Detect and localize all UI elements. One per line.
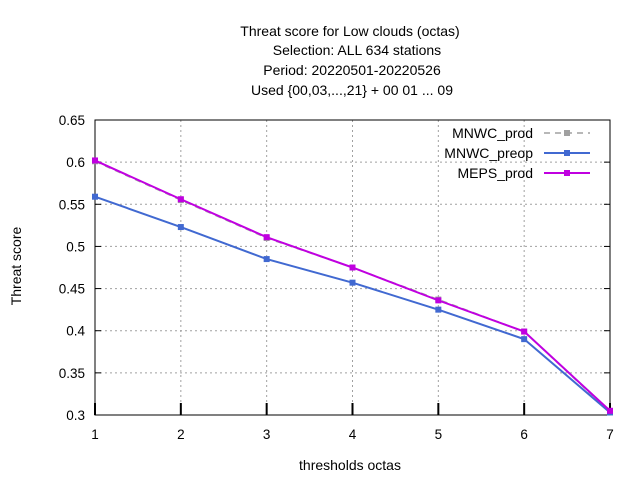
- data-point: [521, 328, 528, 335]
- title-line-3: Period: 20220501-20220526: [263, 62, 441, 78]
- y-tick-label: 0.45: [59, 282, 85, 297]
- data-point: [349, 279, 356, 286]
- title-line-2: Selection: ALL 634 stations: [273, 42, 441, 58]
- series-meps-prod: [92, 157, 613, 414]
- data-point: [92, 193, 98, 200]
- data-point: [92, 157, 98, 164]
- x-tick-label: 7: [606, 427, 614, 442]
- data-point: [263, 256, 270, 263]
- chart-title: Threat score for Low clouds (octas) Sele…: [240, 23, 459, 98]
- legend-item: MNWC_preop: [444, 145, 590, 161]
- title-line-4: Used {00,03,...,21} + 00 01 ... 09: [251, 82, 453, 98]
- data-point: [607, 407, 613, 414]
- x-axis-label: thresholds octas: [299, 457, 401, 473]
- x-tick-label: 2: [177, 427, 185, 442]
- legend-swatch-marker: [564, 130, 570, 136]
- legend-label: MEPS_prod: [458, 165, 533, 181]
- legend-label: MNWC_preop: [444, 145, 533, 161]
- data-point: [177, 224, 184, 231]
- legend-item: MEPS_prod: [458, 165, 590, 181]
- y-tick-label: 0.3: [66, 408, 85, 423]
- data-point: [263, 234, 270, 241]
- legend-swatch-marker: [564, 150, 570, 156]
- legend-item: MNWC_prod: [452, 125, 590, 141]
- plot-frame: [94, 119, 611, 416]
- x-tick-label: 3: [263, 427, 271, 442]
- legend-swatch-marker: [564, 170, 570, 176]
- x-tick-label: 1: [91, 427, 99, 442]
- y-tick-label: 0.4: [66, 324, 85, 339]
- y-tick-label: 0.55: [59, 197, 85, 212]
- x-tick-label: 4: [349, 427, 357, 442]
- y-tick-label: 0.35: [59, 366, 85, 381]
- data-point: [349, 264, 356, 271]
- data-point: [435, 306, 442, 313]
- x-tick-label: 6: [520, 427, 528, 442]
- y-tick-label: 0.5: [66, 239, 85, 254]
- y-tick-label: 0.65: [59, 113, 85, 128]
- grid: [95, 120, 610, 415]
- data-point: [435, 297, 442, 304]
- title-line-1: Threat score for Low clouds (octas): [240, 23, 459, 39]
- y-tick-label: 0.6: [66, 155, 85, 170]
- series: [92, 157, 613, 416]
- legend-label: MNWC_prod: [452, 125, 533, 141]
- y-axis-label: Threat score: [8, 226, 24, 305]
- legend: MNWC_prod MNWC_preop MEPS_prod: [444, 125, 590, 181]
- data-point: [177, 196, 184, 203]
- x-tick-label: 5: [435, 427, 443, 442]
- data-point: [521, 336, 528, 343]
